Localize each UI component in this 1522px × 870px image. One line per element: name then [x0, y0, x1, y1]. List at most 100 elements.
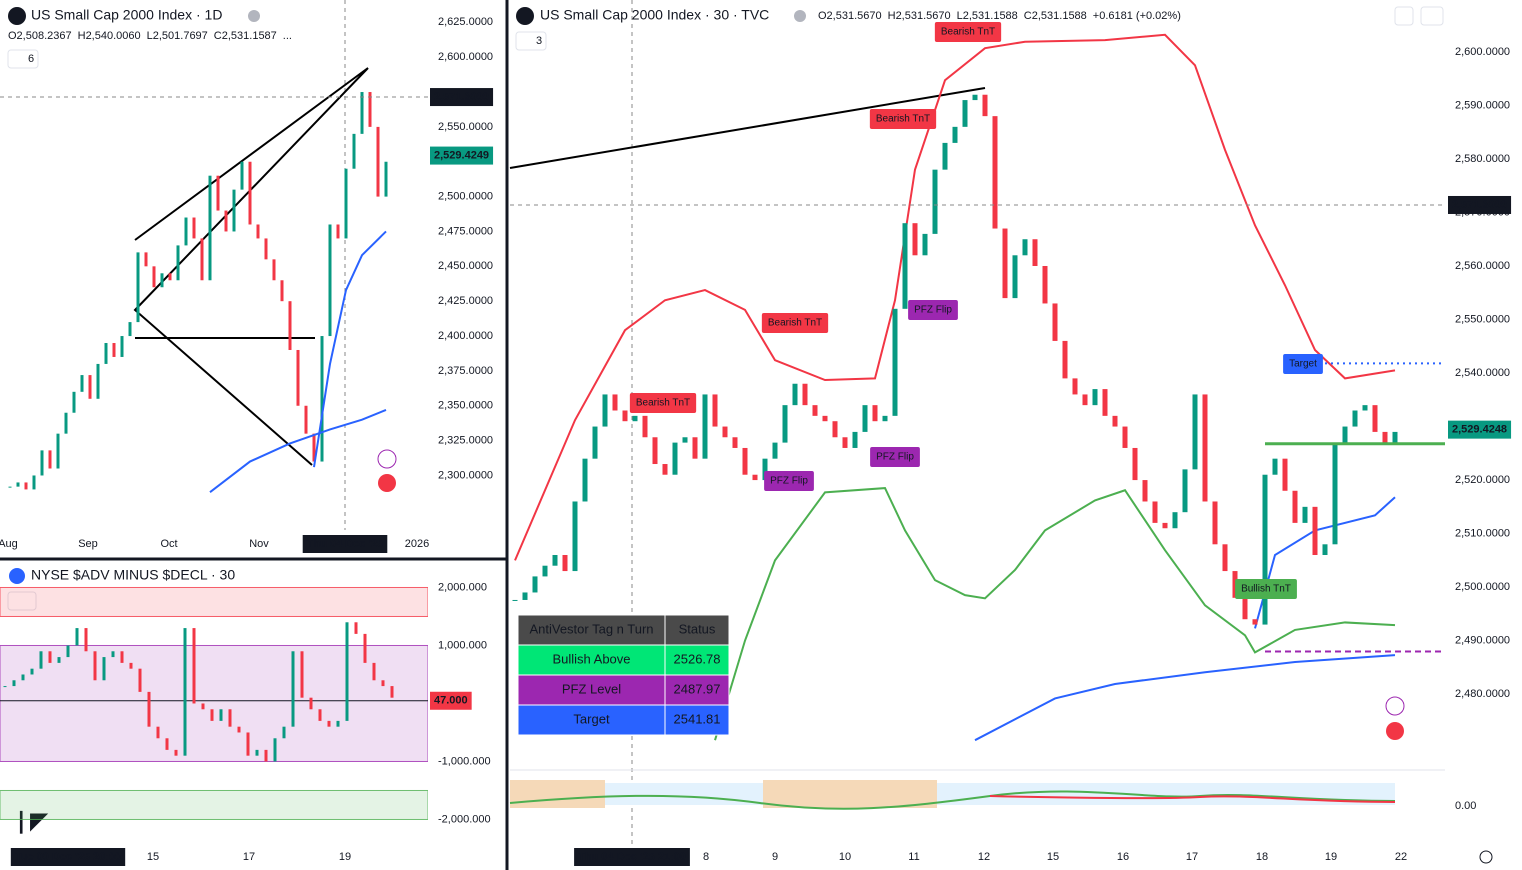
header-text: L2,501.7697 — [147, 30, 208, 42]
annotation-box — [1235, 579, 1297, 599]
y-tick-label: 2,560.0000 — [1455, 260, 1510, 272]
candle — [942, 142, 948, 170]
candle — [120, 651, 124, 663]
candle — [1032, 239, 1038, 266]
header-text: US Small Cap 2000 Index · 1D — [31, 7, 222, 23]
annotation-text: Bearish TnT — [768, 318, 822, 329]
annotation-text: Target — [1289, 359, 1317, 370]
annotation-box — [908, 300, 958, 320]
candle — [1182, 469, 1188, 513]
candle — [1062, 340, 1068, 379]
candle — [1012, 255, 1018, 299]
indicator-line — [514, 33, 1396, 561]
candle — [1102, 389, 1108, 416]
price-label: 2,571.3999 — [434, 91, 489, 103]
price-label: Thu 04 Dec '25 21:00 — [578, 851, 686, 863]
candle — [582, 458, 588, 502]
candle — [732, 437, 738, 448]
annotation-box — [761, 313, 829, 333]
candle — [1082, 394, 1088, 406]
y-tick-label: 2,490.0000 — [1455, 635, 1510, 647]
candle — [872, 405, 878, 422]
candle — [1142, 480, 1148, 502]
x-tick-label: 18 — [1256, 851, 1268, 863]
candle — [1112, 415, 1118, 427]
plot: NYSE $ADV MINUS $DECL · 30 2,000.000 1,000… — [7, 567, 491, 866]
y-tick-label: -2,000.000 — [438, 813, 491, 825]
x-tick-label: Aug — [0, 538, 18, 550]
logo: ❘◤ — [12, 808, 48, 834]
x-tick-label: 19 — [1325, 851, 1337, 863]
x-tick-label: 17 — [243, 851, 255, 863]
candle — [792, 383, 798, 406]
status-dot — [794, 10, 806, 22]
candle — [93, 651, 97, 681]
settings-button[interactable] — [1479, 850, 1493, 864]
candle — [1332, 442, 1338, 545]
down-button[interactable] — [1394, 6, 1414, 26]
table-cell — [664, 674, 730, 706]
label-box — [10, 848, 126, 866]
candle — [982, 94, 988, 117]
candle — [296, 349, 300, 406]
candle — [309, 697, 313, 710]
candle — [952, 126, 958, 143]
candle — [201, 703, 205, 710]
osc-label: 0.00 — [1455, 800, 1476, 812]
candle — [762, 458, 768, 481]
band — [0, 789, 428, 820]
candle — [1292, 490, 1298, 523]
maximize-button[interactable] — [1420, 6, 1444, 26]
candle — [352, 133, 356, 169]
badge-text: 3 — [536, 35, 542, 47]
x-tick-label: 2026 — [405, 538, 429, 550]
candle — [882, 415, 888, 422]
label-box — [1448, 195, 1512, 214]
candle — [1272, 458, 1278, 475]
candle — [152, 266, 156, 288]
label-box — [302, 535, 388, 553]
candle — [752, 474, 758, 481]
candle — [1122, 426, 1128, 448]
candle — [160, 273, 164, 288]
header-text: C2,531.1588 — [1024, 10, 1087, 22]
flag-icon — [378, 474, 396, 492]
header-text: H2,531.5670 — [888, 10, 951, 22]
indicator-line — [209, 409, 387, 494]
candle — [144, 252, 148, 267]
candle — [562, 555, 568, 572]
candle — [1052, 303, 1058, 341]
x-tick-label: 15 — [1047, 851, 1059, 863]
trend-line — [509, 87, 986, 169]
badge — [515, 31, 547, 51]
symbol-logo — [516, 7, 534, 25]
candle — [902, 223, 908, 309]
candle — [1152, 501, 1158, 523]
annotation-box — [629, 393, 697, 413]
x-tick-label: 15 — [147, 851, 159, 863]
label-box — [574, 848, 690, 866]
candle — [381, 680, 385, 687]
candle — [80, 375, 84, 392]
candle — [522, 592, 528, 600]
candle — [291, 651, 295, 727]
y-tick-label: 2,400.0000 — [438, 330, 493, 342]
candle — [219, 709, 223, 721]
candle — [1312, 506, 1318, 556]
candle — [702, 394, 708, 459]
y-tick-label: 2,510.0000 — [1455, 528, 1510, 540]
y-tick-label: 2,325.0000 — [438, 435, 493, 447]
plot — [510, 33, 1445, 742]
y-tick-label: 2,375.0000 — [438, 365, 493, 377]
candle — [120, 336, 124, 357]
status-dot — [248, 10, 260, 22]
candle — [922, 233, 928, 256]
candle — [57, 657, 61, 663]
candle — [1162, 522, 1168, 529]
candle — [224, 210, 228, 232]
table-text: Bullish Above — [552, 651, 630, 666]
price-label: 2,529.4249 — [434, 149, 489, 161]
plot: US Small Cap 2000 Index · 1D O2,508.2367 H… — [0, 7, 494, 553]
header-text: C2,531.1587 — [214, 30, 277, 42]
